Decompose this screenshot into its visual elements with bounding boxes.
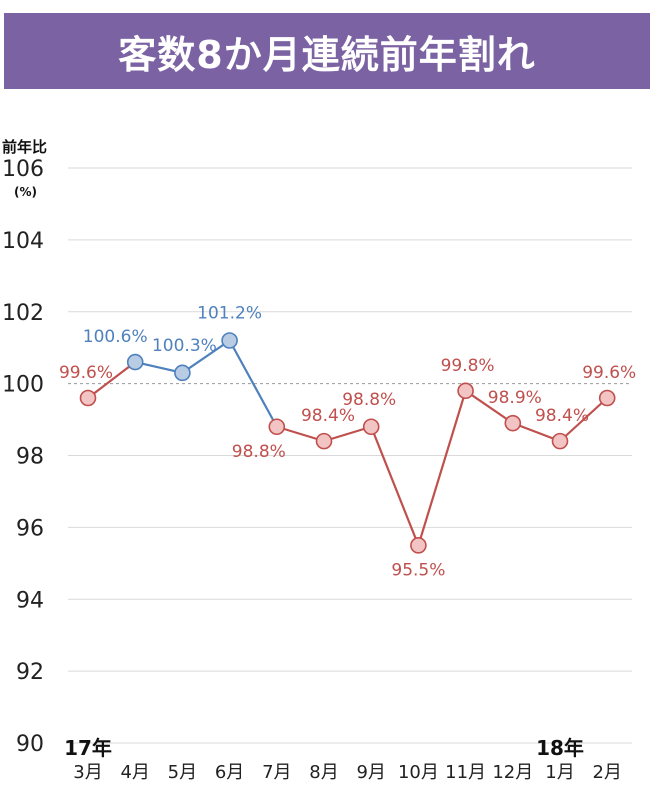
data-point xyxy=(362,418,380,436)
x-tick-label: 3月 xyxy=(73,762,102,783)
y-tick-label: 106 xyxy=(2,157,44,182)
x-tick-label: 12月 xyxy=(492,762,533,783)
data-point xyxy=(598,389,616,407)
data-label: 98.4% xyxy=(301,406,355,426)
data-point xyxy=(315,432,333,450)
y-tick-label: 98 xyxy=(16,445,44,470)
data-label: 98.4% xyxy=(535,406,589,426)
data-label: 98.8% xyxy=(342,390,396,410)
data-label: 99.8% xyxy=(441,356,495,376)
x-tick-label: 2月 xyxy=(592,762,621,783)
series-segment xyxy=(559,397,608,442)
data-label: 99.6% xyxy=(582,363,636,383)
x-tick-label: 1月 xyxy=(545,762,574,783)
series-segment xyxy=(370,426,420,546)
data-label: 95.5% xyxy=(391,560,445,580)
y-tick-label: 102 xyxy=(2,301,44,326)
data-label: 98.8% xyxy=(232,442,286,462)
title-banner: 客数8か月連続前年割れ xyxy=(4,13,650,89)
x-tick-label: 9月 xyxy=(356,762,385,783)
data-point xyxy=(79,389,97,407)
x-tick-label: 6月 xyxy=(215,762,244,783)
data-point xyxy=(410,537,427,554)
y-axis-unit: (%) xyxy=(14,185,37,199)
data-point xyxy=(457,382,474,400)
series-segment xyxy=(228,339,278,428)
x-tick-label: 8月 xyxy=(309,762,338,783)
series-segment xyxy=(87,361,136,399)
series-segment xyxy=(464,389,514,425)
data-label: 99.6% xyxy=(59,363,113,383)
year-label: 17年 xyxy=(64,736,112,760)
x-tick-label: 11月 xyxy=(445,762,486,783)
x-tick-label: 7月 xyxy=(262,762,291,783)
data-point xyxy=(126,353,144,371)
y-tick-label: 90 xyxy=(16,732,44,757)
data-label: 100.6% xyxy=(83,327,148,347)
data-point xyxy=(268,418,286,436)
data-label: 100.3% xyxy=(152,336,217,356)
data-point xyxy=(504,414,522,432)
y-tick-label: 104 xyxy=(2,229,44,254)
data-point xyxy=(174,364,191,382)
data-point xyxy=(221,332,238,349)
series-segment xyxy=(181,339,231,374)
chart-title: 客数8か月連続前年割れ xyxy=(118,32,536,77)
data-label: 98.9% xyxy=(488,388,542,408)
y-axis-label: 前年比 xyxy=(2,138,47,156)
series-segment xyxy=(417,390,467,546)
x-tick-label: 4月 xyxy=(120,762,149,783)
x-tick-label: 10月 xyxy=(398,762,439,783)
y-tick-label: 92 xyxy=(16,660,44,685)
x-tick-label: 5月 xyxy=(168,762,197,783)
series-segment xyxy=(512,422,561,443)
y-tick-label: 100 xyxy=(2,373,44,398)
y-tick-label: 94 xyxy=(16,588,44,613)
year-label: 18年 xyxy=(536,736,584,760)
data-label: 101.2% xyxy=(197,304,262,324)
y-tick-label: 96 xyxy=(16,516,44,541)
data-point xyxy=(551,432,569,450)
